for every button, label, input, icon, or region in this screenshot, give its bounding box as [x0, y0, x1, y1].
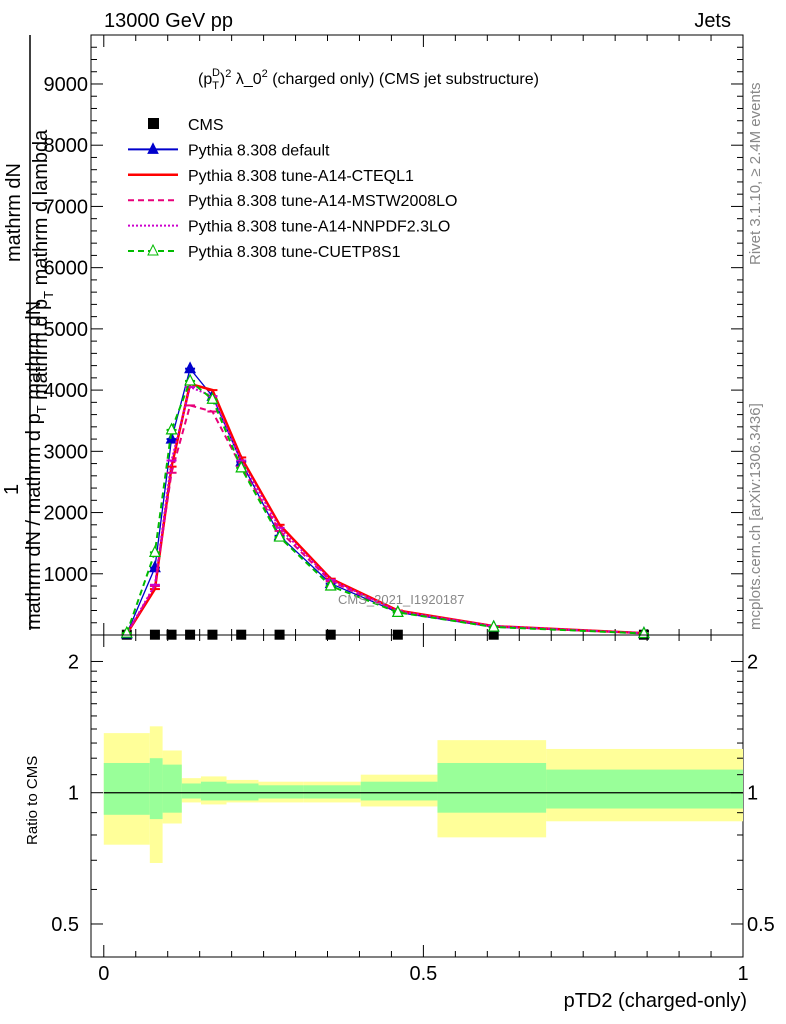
marker-cuetp8s1 — [165, 422, 178, 435]
ylabel-main-numerator-b: mathrm d pT mathrm d lambda — [30, 129, 56, 400]
y-tick-label: 3000 — [44, 441, 89, 463]
xlabel: pTD2 (charged-only) — [564, 990, 747, 1012]
marker-cuetp8s1 — [391, 605, 404, 617]
ratio-band-inner — [226, 783, 259, 801]
legend-label: Pythia 8.308 tune-CUETP8S1 — [188, 244, 401, 261]
ratio-y-tick-label-right: 0.5 — [747, 914, 775, 936]
ratio-axes: 0.5 0.5 1 1 2 2 0 0.5 1 — [51, 635, 775, 985]
marker-default — [165, 431, 178, 444]
y-tick-label: 7000 — [44, 196, 89, 218]
y-tick-label: 9000 — [44, 74, 89, 96]
header-right: Jets — [694, 10, 731, 32]
ratio-y-tick-label-right: 2 — [747, 651, 758, 673]
ratio-band-inner — [200, 781, 227, 801]
ratio-band-inner — [303, 785, 361, 799]
ratio-band-inner — [181, 783, 201, 799]
ylabel-ratio: Ratio to CMS — [24, 756, 41, 845]
legend-marker-default — [147, 142, 159, 154]
ratio-band-inner — [162, 764, 182, 813]
ratio-band-inner — [437, 762, 547, 813]
marker-cuetp8s1 — [273, 529, 286, 542]
ratio-band-inner — [149, 758, 163, 820]
ratio-y-tick-label: 2 — [68, 651, 79, 673]
marker-cuetp8s1 — [235, 460, 248, 473]
main-axes: 1000 2000 3000 4000 5000 6000 7000 8000 9000 — [44, 35, 744, 635]
legend-marker-cuetp8s1 — [147, 243, 159, 256]
marker-cuetp8s1 — [184, 373, 197, 386]
y-tick-label: 6000 — [44, 258, 89, 280]
legend-swatch-cms — [148, 118, 159, 129]
legend-label: CMS — [188, 117, 224, 134]
watermark: CMS_2021_I1920187 — [338, 592, 465, 607]
ylabel-main-denominator: mathrm dN / mathrm d pT mathrm dN — [23, 301, 49, 630]
marker-cuetp8s1 — [324, 578, 337, 591]
main-series-layer — [120, 361, 650, 640]
plot-title: (pTD)2 λ_02 (charged only) (CMS jet subs… — [198, 67, 539, 92]
ratio-band-inner — [103, 762, 150, 815]
ratio-bands — [103, 726, 743, 863]
marker-default — [184, 361, 197, 374]
legend-label: Pythia 8.308 tune-A14-MSTW2008LO — [188, 193, 457, 210]
y-tick-label: 8000 — [44, 135, 89, 157]
x-tick-label: 1 — [737, 963, 748, 985]
rivet-label: Rivet 3.1.10, ≥ 2.4M events — [747, 83, 764, 266]
legend-label: Pythia 8.308 tune-A14-NNPDF2.3LO — [188, 219, 450, 236]
x-tick-label: 0.5 — [409, 963, 437, 985]
ratio-band-inner — [258, 785, 304, 799]
ylabel-main-one: 1 — [1, 484, 23, 495]
mcplots-label: mcplots.cern.ch [arXiv:1306.3436] — [747, 403, 764, 630]
marker-cuetp8s1 — [206, 391, 219, 404]
ratio-band-inner — [360, 781, 438, 801]
ratio-band-inner — [546, 769, 743, 809]
marker-cuetp8s1 — [148, 545, 161, 557]
legend: CMS Pythia 8.308 default Pythia 8.308 tune… — [128, 117, 457, 261]
ratio-y-tick-label-right: 1 — [747, 783, 758, 805]
y-tick-label: 4000 — [44, 380, 89, 402]
ylabel-main-numerator-a: mathrm dN — [3, 163, 25, 262]
legend-label: Pythia 8.308 default — [188, 142, 330, 159]
y-tick-label: 1000 — [44, 564, 89, 586]
legend-label: Pythia 8.308 tune-A14-CTEQL1 — [188, 168, 414, 185]
ratio-y-tick-label: 0.5 — [51, 914, 79, 936]
x-tick-label: 0 — [98, 963, 109, 985]
ratio-y-tick-label: 1 — [68, 783, 79, 805]
marker-cuetp8s1 — [487, 619, 500, 632]
header-left: 13000 GeV pp — [104, 10, 233, 32]
y-tick-label: 5000 — [44, 319, 89, 341]
y-tick-label: 2000 — [44, 503, 89, 525]
